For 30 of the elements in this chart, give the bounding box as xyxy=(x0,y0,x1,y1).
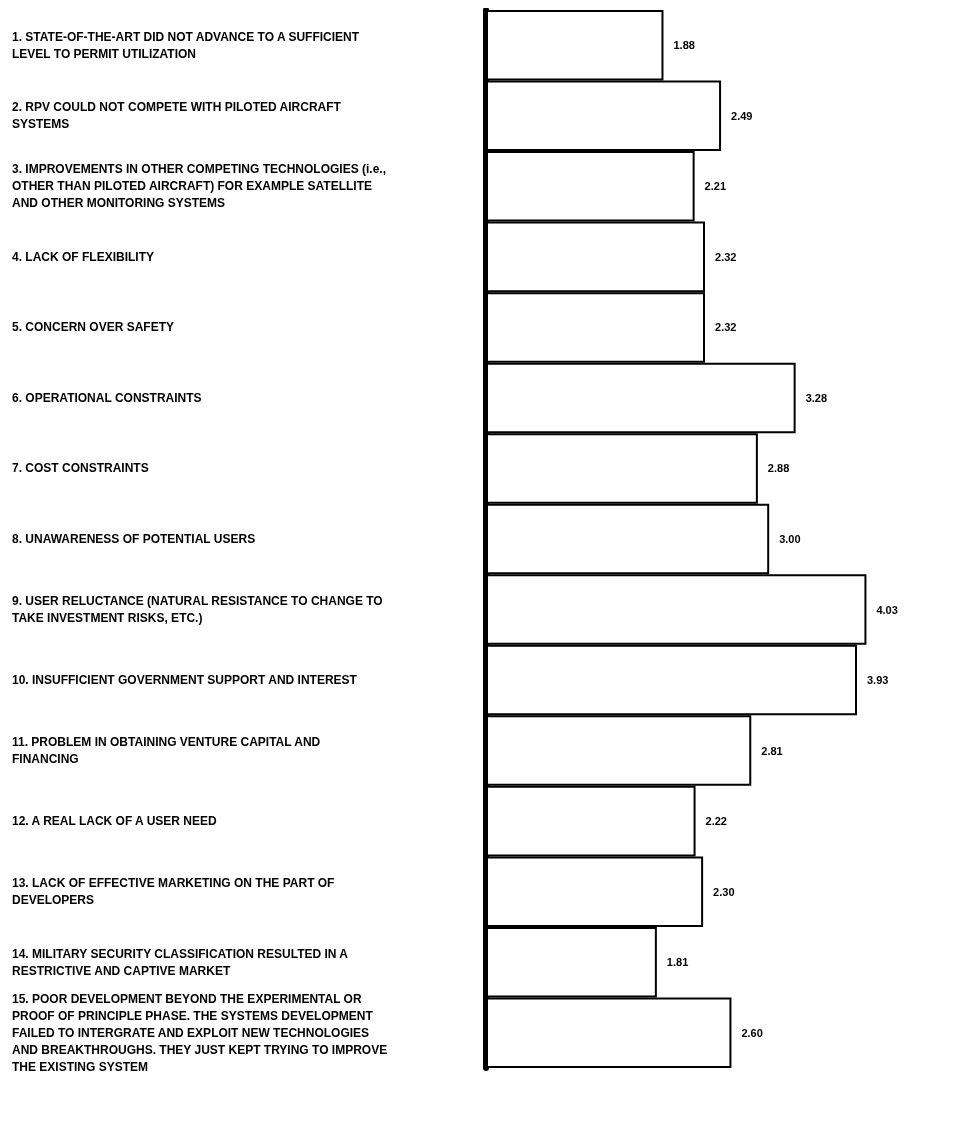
data-label: 3.93 xyxy=(866,674,889,687)
y-tick-label: 1. STATE-OF-THE-ART DID NOT ADVANCE TO A SUFFICIENT LEVEL TO PERMIT UTILIZATION xyxy=(12,29,363,61)
data-label: 2.30 xyxy=(713,885,735,898)
y-tick-label: 11. PROBLEM IN OBTAINING VENTURE CAPITAL AND FINANCING xyxy=(12,735,324,767)
y-tick-label: 7. COST CONSTRAINTS xyxy=(12,461,149,476)
data-label: 1.88 xyxy=(673,39,695,52)
data-label: 2.32 xyxy=(715,250,737,263)
y-tick-label: 8. UNAWARENESS OF POTENTIAL USERS xyxy=(12,532,256,546)
y-tick-label: 15. POOR DEVELOPMENT BEYOND THE EXPERIMENTAL OR PROOF OF PRINCIPLE PHASE. THE SYSTEMS DEVELOPMENT FAILED TO INTERGRATE AND EXPLOIT NEW TECHNOLOGIES AND BREAKTHROUGHS. THEY JUST KEPT TRYING TO IMPROVE THE EXISTING SYSTEM xyxy=(12,991,391,1074)
y-tick-label: 13. LACK OF EFFECTIVE MARKETING ON THE PART OF DEVELOPERS xyxy=(12,876,338,908)
y-tick-label: 14. MILITARY SECURITY CLASSIFICATION RESULTED IN A RESTRICTIVE AND CAPTIVE MARKET xyxy=(12,946,351,978)
data-label: 2.81 xyxy=(761,744,783,757)
data-label: 3.00 xyxy=(779,533,801,545)
data-label: 3.28 xyxy=(805,391,828,404)
data-label: 2.49 xyxy=(731,109,753,122)
y-tick-label: 9. USER RELUCTANCE (NATURAL RESISTANCE TO CHANGE TO TAKE INVESTMENT RISKS, ETC.) xyxy=(12,594,387,626)
y-tick-label: 12. A REAL LACK OF A USER NEED xyxy=(12,814,218,829)
data-label: 1.81 xyxy=(666,956,689,969)
data-label: 2.32 xyxy=(715,321,737,334)
y-tick-label: 4. LACK OF FLEXIBILITY xyxy=(12,249,155,264)
y-tick-label: 6. OPERATIONAL CONSTRAINTS xyxy=(12,390,202,405)
y-tick-label: 3. IMPROVEMENTS IN OTHER COMPETING TECHNOLOGIES (i.e., OTHER THAN PILOTED AIRCRAFT) FOR EXAMPLE SATELLITE AND OTHER MONITORING SYSTEMS xyxy=(12,162,390,211)
data-label: 2.22 xyxy=(705,815,727,828)
data-label: 4.03 xyxy=(876,603,898,616)
data-label: 2.88 xyxy=(767,462,790,475)
data-label: 2.60 xyxy=(741,1026,763,1039)
data-label: 2.21 xyxy=(704,180,727,193)
y-tick-label: 10. INSUFFICIENT GOVERNMENT SUPPORT AND INTEREST xyxy=(12,673,358,688)
y-tick-label: 5. CONCERN OVER SAFETY xyxy=(12,320,175,335)
y-tick-label: 2. RPV COULD NOT COMPETE WITH PILOTED AIRCRAFT SYSTEMS xyxy=(12,100,345,132)
